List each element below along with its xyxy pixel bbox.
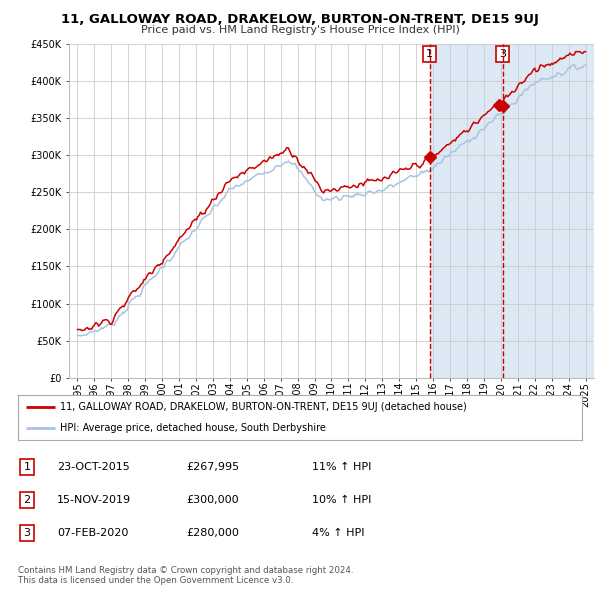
Text: 15-NOV-2019: 15-NOV-2019 — [57, 496, 131, 505]
Text: 4% ↑ HPI: 4% ↑ HPI — [312, 529, 365, 538]
Text: £300,000: £300,000 — [186, 496, 239, 505]
Text: 1: 1 — [426, 49, 433, 59]
Text: 07-FEB-2020: 07-FEB-2020 — [57, 529, 128, 538]
Bar — [430, 44, 594, 378]
Text: 2: 2 — [23, 496, 31, 505]
Text: Contains HM Land Registry data © Crown copyright and database right 2024.
This d: Contains HM Land Registry data © Crown c… — [18, 566, 353, 585]
Text: 1: 1 — [23, 463, 31, 472]
Text: 11, GALLOWAY ROAD, DRAKELOW, BURTON-ON-TRENT, DE15 9UJ: 11, GALLOWAY ROAD, DRAKELOW, BURTON-ON-T… — [61, 13, 539, 26]
Text: £280,000: £280,000 — [186, 529, 239, 538]
Text: 11% ↑ HPI: 11% ↑ HPI — [312, 463, 371, 472]
Text: £267,995: £267,995 — [186, 463, 239, 472]
Text: 3: 3 — [499, 49, 506, 59]
Text: 11, GALLOWAY ROAD, DRAKELOW, BURTON-ON-TRENT, DE15 9UJ (detached house): 11, GALLOWAY ROAD, DRAKELOW, BURTON-ON-T… — [60, 402, 467, 412]
Text: 10% ↑ HPI: 10% ↑ HPI — [312, 496, 371, 505]
Text: 3: 3 — [23, 529, 31, 538]
Text: HPI: Average price, detached house, South Derbyshire: HPI: Average price, detached house, Sout… — [60, 422, 326, 432]
Text: Price paid vs. HM Land Registry's House Price Index (HPI): Price paid vs. HM Land Registry's House … — [140, 25, 460, 35]
Text: 23-OCT-2015: 23-OCT-2015 — [57, 463, 130, 472]
